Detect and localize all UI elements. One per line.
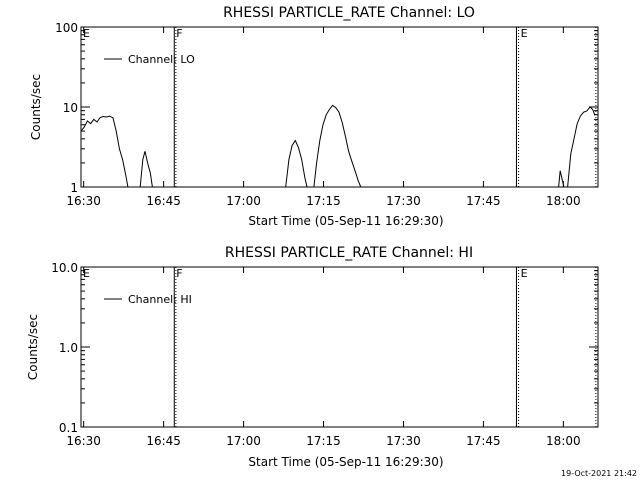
- panel-lo-x-axis-label: Start Time (05-Sep-11 16:29:30): [248, 214, 443, 228]
- panel-hi-frame: [80, 266, 599, 428]
- event-marker-label: E: [83, 27, 90, 40]
- x-tick-label: 17:30: [386, 434, 421, 448]
- x-tick-label: 18:00: [546, 434, 581, 448]
- series-line: [567, 106, 596, 188]
- y-tick-label: 10: [63, 101, 78, 115]
- x-tick-label: 18:00: [546, 194, 581, 208]
- series-line: [285, 139, 308, 188]
- event-marker-label: F: [176, 27, 182, 40]
- x-tick-label: 16:45: [146, 194, 181, 208]
- legend-label: Channel: LO: [128, 53, 195, 66]
- x-tick-label: 17:15: [306, 194, 341, 208]
- panel-lo-frame: [80, 26, 599, 188]
- x-tick-label: 16:30: [66, 434, 101, 448]
- series-line: [558, 170, 565, 188]
- x-tick-label: 17:45: [466, 434, 501, 448]
- panel-hi-y-axis-label: Counts/sec: [26, 314, 40, 380]
- panel-hi-x-ticks: 16:30 16:45 17:00 17:15 17:30 17:45 18:00: [66, 267, 581, 448]
- event-marker-label: F: [176, 267, 182, 280]
- y-tick-label: 1.0: [59, 341, 78, 355]
- panel-lo-legend: Channel: LO: [104, 53, 195, 66]
- panel-hi-x-axis-label: Start Time (05-Sep-11 16:29:30): [248, 455, 443, 469]
- y-tick-label: 1: [70, 181, 78, 195]
- x-tick-label: 17:45: [466, 194, 501, 208]
- x-tick-label: 17:00: [226, 194, 261, 208]
- y-tick-label: 100: [55, 21, 78, 35]
- y-tick-label: 10.0: [51, 261, 78, 275]
- x-tick-label: 17:30: [386, 194, 421, 208]
- panel-lo-x-ticks: 16:30 16:45 17:00 17:15 17:30 17:45 18:00: [66, 27, 581, 208]
- x-tick-label: 16:45: [146, 434, 181, 448]
- event-marker-label: E: [521, 267, 528, 280]
- series-line: [80, 115, 129, 188]
- x-tick-label: 17:15: [306, 434, 341, 448]
- panel-hi-legend: Channel: HI: [104, 293, 192, 306]
- event-marker-label: E: [521, 27, 528, 40]
- panel-hi: RHESSI PARTICLE_RATE Channel: HI 16:30 16…: [26, 245, 599, 469]
- legend-label: Channel: HI: [128, 293, 192, 306]
- y-tick-label: 0.1: [59, 421, 78, 435]
- footer-timestamp: 19-Oct-2021 21:42: [561, 469, 637, 478]
- series-line: [139, 151, 153, 188]
- event-marker-label: E: [83, 267, 90, 280]
- panel-lo: RHESSI PARTICLE_RATE Channel: LO 16:30 16…: [29, 5, 599, 228]
- x-tick-label: 16:30: [66, 194, 101, 208]
- panel-hi-title: RHESSI PARTICLE_RATE Channel: HI: [225, 245, 473, 261]
- x-tick-label: 17:00: [226, 434, 261, 448]
- panel-lo-y-axis-label: Counts/sec: [29, 74, 43, 140]
- panel-lo-y-ticks: 1 10 100: [55, 21, 598, 195]
- panel-lo-title: RHESSI PARTICLE_RATE Channel: LO: [223, 5, 475, 21]
- panel-lo-series: [80, 104, 596, 188]
- series-line: [313, 104, 362, 188]
